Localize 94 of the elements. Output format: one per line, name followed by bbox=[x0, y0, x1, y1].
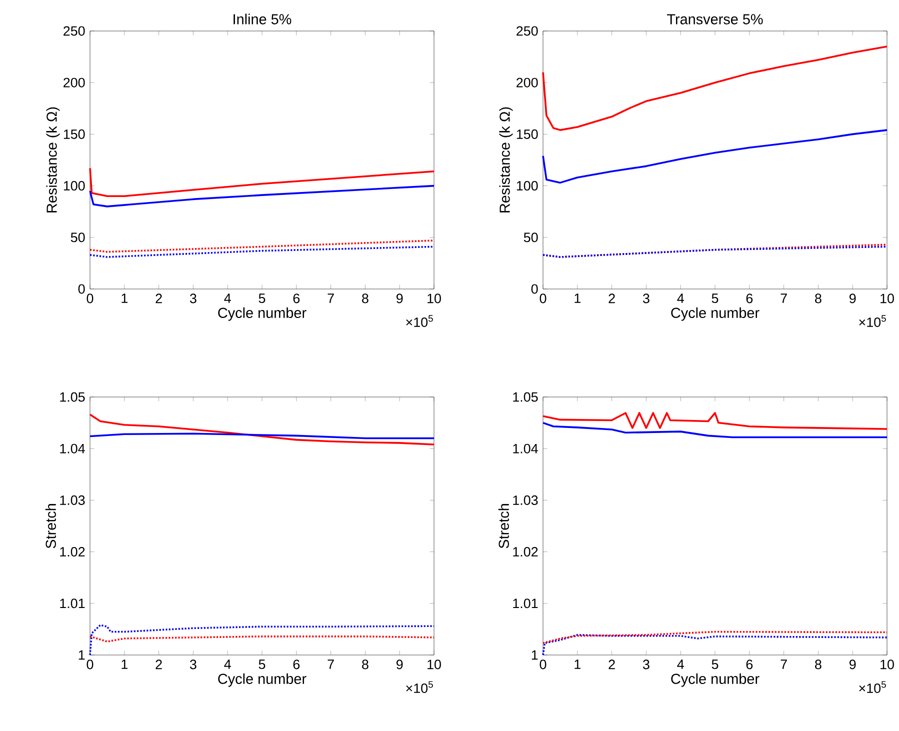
y-axis-title: Resistance (k Ω) bbox=[499, 107, 513, 212]
x-tick-label: 8 bbox=[362, 294, 368, 304]
y-tick-label: 50 bbox=[524, 232, 538, 242]
chart-title: Transverse 5% bbox=[667, 14, 763, 24]
text: ×10$^{5}$ bbox=[406, 681, 433, 694]
text: ×10$^{5}$ bbox=[859, 315, 886, 327]
x-tick-label: 5 bbox=[258, 294, 266, 304]
y-tick-label: 200 bbox=[516, 78, 538, 88]
y-tick-label: 150 bbox=[64, 129, 85, 139]
line-series bbox=[542, 422, 888, 438]
x-tick-label: 9 bbox=[849, 660, 856, 670]
text: ×10$^{5}$ bbox=[859, 681, 886, 694]
y-tick-label: 1.01 bbox=[513, 598, 538, 608]
x-tick-label: 8 bbox=[815, 294, 822, 304]
x-tick-label: 9 bbox=[849, 294, 856, 304]
x-tick-label: 6 bbox=[746, 660, 753, 670]
x-tick-label: 10 bbox=[880, 294, 894, 304]
y-tick-label: 1.02 bbox=[60, 547, 85, 557]
x-tick-label: 3 bbox=[642, 660, 650, 670]
x-tick-label: 6 bbox=[293, 294, 300, 304]
line-series bbox=[89, 240, 435, 253]
y-tick-label: 1.04 bbox=[60, 444, 85, 454]
x-tick-label: 2 bbox=[156, 294, 162, 304]
x-tick-label: 6 bbox=[293, 660, 300, 670]
y-tick-label: 100 bbox=[516, 181, 538, 191]
line-series bbox=[542, 412, 888, 430]
line-series bbox=[542, 630, 888, 644]
x-tick-label: 0 bbox=[540, 660, 546, 670]
x-tick-label: 10 bbox=[428, 294, 441, 304]
x-tick-label: 10 bbox=[880, 660, 894, 670]
y-tick-label: 0 bbox=[78, 284, 85, 294]
y-tick-label: 250 bbox=[64, 26, 85, 36]
x-axis-title: Cycle number bbox=[671, 307, 760, 321]
x-tick-label: 4 bbox=[224, 660, 231, 669]
x-tick-label: 4 bbox=[677, 660, 684, 669]
y-tick-label: 1.01 bbox=[60, 598, 85, 608]
y-tick-label: 0 bbox=[531, 284, 538, 294]
x-tick-label: 0 bbox=[540, 294, 546, 304]
x-axis-title: Cycle number bbox=[218, 673, 306, 687]
x-tick-label: 3 bbox=[190, 660, 196, 670]
x-tick-label: 2 bbox=[156, 660, 162, 670]
x-tick-label: 5 bbox=[258, 660, 266, 670]
y-axis-title: Stretch bbox=[498, 504, 509, 548]
x-tick-label: 7 bbox=[780, 660, 787, 669]
x-tick-label: 5 bbox=[712, 294, 718, 304]
x-tick-label: 1 bbox=[122, 660, 128, 669]
x-tick-label: 10 bbox=[428, 660, 441, 670]
x-tick-label: 7 bbox=[780, 294, 787, 303]
x-tick-label: 3 bbox=[190, 294, 196, 304]
line-series bbox=[89, 414, 435, 446]
x-tick-label: 9 bbox=[396, 294, 403, 304]
y-tick-label: 1.05 bbox=[60, 392, 85, 402]
x-tick-label: 4 bbox=[677, 294, 684, 303]
x-tick-label: 8 bbox=[362, 660, 368, 670]
x-tick-label: 2 bbox=[608, 294, 615, 304]
x-tick-label: 1 bbox=[574, 294, 580, 303]
chart-title: Inline 5% bbox=[234, 14, 292, 24]
x-tick-label: 7 bbox=[328, 294, 334, 303]
line-series bbox=[542, 46, 888, 131]
line-series bbox=[89, 246, 435, 258]
x-tick-label: 1 bbox=[574, 660, 580, 669]
x-tick-label: 8 bbox=[815, 660, 822, 670]
x-tick-label: 5 bbox=[712, 660, 718, 670]
y-tick-label: 150 bbox=[516, 129, 538, 139]
x-tick-label: 1 bbox=[122, 294, 128, 303]
y-tick-label: 1.03 bbox=[60, 495, 85, 505]
y-tick-label: 1 bbox=[532, 650, 538, 660]
y-axis-title: Resistance (k Ω) bbox=[46, 107, 60, 212]
x-tick-label: 0 bbox=[86, 660, 94, 670]
x-tick-label: 4 bbox=[224, 294, 231, 303]
x-tick-label: 6 bbox=[746, 294, 753, 304]
y-tick-label: 1.02 bbox=[513, 547, 538, 557]
y-tick-label: 100 bbox=[64, 181, 85, 191]
x-tick-label: 9 bbox=[396, 660, 403, 670]
x-axis-title: Cycle number bbox=[671, 673, 760, 687]
x-tick-label: 0 bbox=[86, 294, 94, 304]
y-tick-label: 1.04 bbox=[513, 444, 538, 454]
line-series bbox=[89, 624, 435, 656]
x-tick-label: 3 bbox=[642, 294, 650, 304]
y-axis-title: Stretch bbox=[45, 504, 56, 548]
x-tick-label: 2 bbox=[608, 660, 615, 670]
text: ×10$^{5}$ bbox=[406, 315, 433, 327]
y-tick-label: 200 bbox=[64, 78, 85, 88]
line-series bbox=[542, 634, 888, 656]
y-tick-label: 50 bbox=[70, 232, 85, 242]
line-series bbox=[89, 184, 435, 208]
line-series bbox=[542, 129, 888, 184]
line-series bbox=[89, 167, 435, 198]
x-axis-title: Cycle number bbox=[218, 307, 306, 321]
y-tick-label: 1.05 bbox=[513, 392, 538, 402]
y-tick-label: 250 bbox=[516, 26, 538, 36]
y-tick-label: 1 bbox=[78, 650, 85, 660]
x-tick-label: 7 bbox=[328, 660, 334, 669]
y-tick-label: 1.03 bbox=[513, 495, 538, 505]
